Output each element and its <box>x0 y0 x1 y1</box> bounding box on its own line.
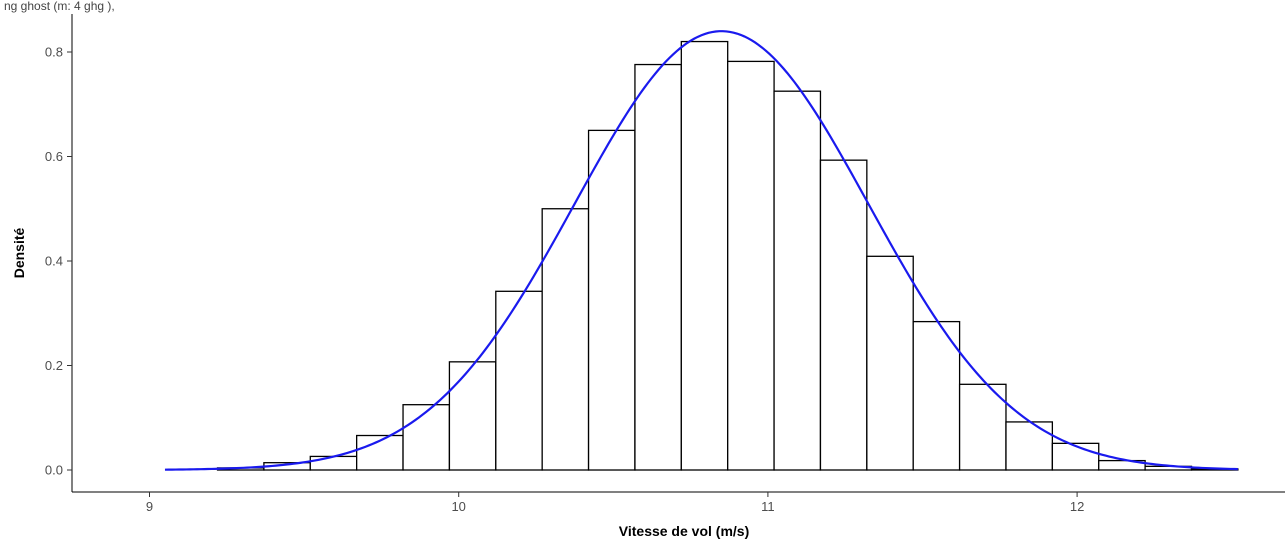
histogram-bar <box>1098 459 1146 471</box>
histogram-bar <box>634 63 682 471</box>
x-tick-label: 10 <box>451 499 465 514</box>
x-axis-title: Vitesse de vol (m/s) <box>619 523 749 539</box>
axes <box>71 14 1285 493</box>
histogram-bar <box>727 60 775 471</box>
x-tick-label: 9 <box>146 499 153 514</box>
histogram-bar <box>309 455 358 471</box>
top-caption: ng ghost (m: 4 ghg ), <box>4 0 115 13</box>
histogram-bar <box>448 361 497 471</box>
histogram-bar <box>773 90 822 471</box>
histogram-bar <box>1051 442 1100 471</box>
histogram-bar <box>958 383 1007 471</box>
y-axis-title: Densité <box>11 228 27 279</box>
histogram-bar <box>495 290 543 471</box>
density-curve <box>164 30 1238 471</box>
y-ticks: 0.0 0.2 0.4 0.6 0.8 <box>45 45 72 478</box>
x-tick-label: 11 <box>761 499 775 514</box>
histogram-bars <box>216 40 1239 471</box>
x-ticks: 9 10 11 12 <box>146 492 1084 514</box>
y-tick-label: 0.4 <box>45 254 63 269</box>
histogram-bar <box>587 129 636 471</box>
histogram-bar <box>866 255 914 471</box>
histogram-bar <box>680 40 729 471</box>
y-tick-label: 0.6 <box>45 149 63 164</box>
histogram-bar <box>819 159 868 471</box>
y-tick-label: 0.2 <box>45 358 63 373</box>
y-tick-label: 0.0 <box>45 463 63 478</box>
y-tick-label: 0.8 <box>45 45 63 60</box>
histogram-bar <box>402 404 451 471</box>
histogram-bar <box>1005 421 1054 471</box>
x-tick-label: 12 <box>1070 499 1084 514</box>
histogram-bar <box>912 320 961 471</box>
